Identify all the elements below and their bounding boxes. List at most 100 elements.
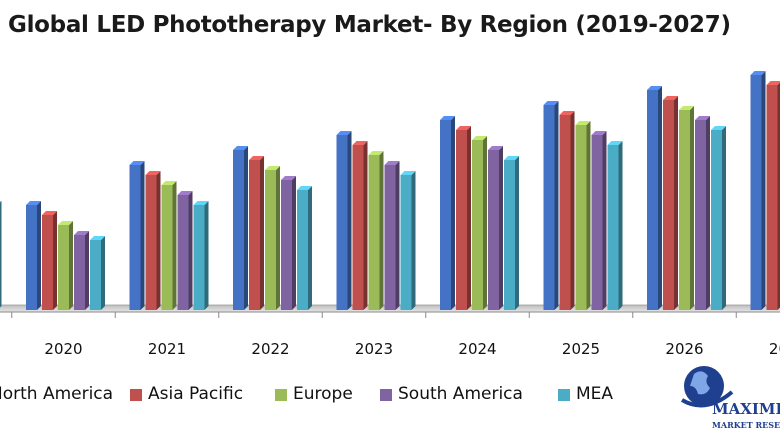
bar — [265, 166, 280, 310]
bar-top — [384, 161, 400, 165]
bar-top — [695, 116, 710, 120]
bar-side — [499, 146, 503, 310]
bar-side — [379, 151, 384, 310]
bar — [575, 121, 591, 310]
x-axis-labels: 201920202021202220232024202520262027 — [44, 340, 780, 358]
bar-front — [249, 160, 260, 310]
bar-side — [411, 171, 416, 310]
x-tick-label: 2023 — [355, 340, 393, 358]
globe-swoosh-shape — [680, 390, 734, 408]
bar-side — [308, 186, 312, 310]
bar-top — [281, 176, 296, 180]
bar — [193, 201, 209, 310]
bar — [679, 106, 694, 310]
bar-front — [591, 135, 603, 310]
bar — [74, 231, 89, 310]
bar-side — [722, 126, 726, 310]
x-tick-label: 2027 — [769, 340, 780, 358]
bar-top — [472, 136, 487, 140]
bar-front — [161, 185, 173, 310]
bar — [129, 161, 145, 310]
bar-top — [679, 106, 694, 110]
bar — [384, 161, 400, 310]
bar-front — [42, 215, 53, 310]
bar-side — [618, 141, 623, 310]
bar-top — [663, 96, 678, 100]
bar-top — [400, 171, 416, 175]
bar-top — [58, 221, 73, 225]
bar-top — [591, 131, 607, 135]
bar — [472, 136, 487, 310]
bar-side — [706, 116, 710, 310]
bar-front — [58, 225, 69, 310]
bars — [0, 71, 780, 310]
x-tick-label: 2026 — [665, 340, 703, 358]
bar-front — [336, 135, 348, 310]
brand-logo: MAXIMIZE MARKET RESEARCH — [680, 366, 780, 430]
legend-swatch — [130, 389, 142, 401]
bar-front — [695, 120, 706, 310]
bar-front — [297, 190, 308, 310]
bar — [488, 146, 503, 310]
bar-top — [145, 171, 161, 175]
bar-top — [352, 141, 368, 145]
legend-label: Asia Pacific — [148, 384, 244, 404]
bar-side — [0, 201, 2, 308]
bar-top — [161, 181, 177, 185]
bar-side — [172, 181, 177, 310]
bar — [400, 171, 416, 310]
legend-label: South America — [398, 384, 523, 404]
bar-side — [292, 176, 296, 310]
bar-top — [26, 201, 41, 205]
bar-top — [129, 161, 145, 165]
bar-front — [265, 170, 276, 310]
globe-continent-shape — [690, 371, 710, 395]
bar-side — [658, 86, 662, 310]
bar-front — [400, 175, 412, 310]
bar — [695, 116, 710, 310]
bar-front — [90, 240, 101, 310]
bar-top — [440, 116, 455, 120]
bar-front — [352, 145, 364, 310]
bar-front — [440, 120, 451, 310]
bar-top — [766, 81, 780, 85]
bar-front — [233, 150, 244, 310]
bar — [249, 156, 264, 310]
bar-side — [276, 166, 280, 310]
bar-side — [602, 131, 607, 310]
bar — [177, 191, 193, 310]
bar-front — [488, 150, 499, 310]
bar-side — [777, 82, 780, 310]
bar-top — [368, 151, 384, 155]
logo-tagline: MARKET RESEARCH — [712, 420, 780, 430]
bar-top — [543, 101, 559, 105]
bar-front — [129, 165, 141, 310]
bar-front — [647, 90, 658, 310]
bar — [90, 236, 105, 310]
bar-front — [281, 180, 292, 310]
bar-side — [363, 141, 368, 310]
bar-side — [515, 156, 519, 310]
bar-top — [488, 146, 503, 150]
bar-top — [193, 201, 209, 205]
bar-top — [711, 126, 726, 130]
chart-title: Global LED Phototherapy Market- By Regio… — [8, 12, 731, 38]
bar — [281, 176, 296, 310]
x-tick-label: 2022 — [251, 340, 289, 358]
bar-top — [90, 236, 105, 240]
bar — [368, 151, 384, 310]
bar-top — [750, 71, 766, 75]
bar-side — [554, 101, 559, 310]
bar-side — [244, 146, 248, 310]
bar — [591, 131, 607, 310]
bar-front — [663, 100, 674, 310]
bar-top — [177, 191, 193, 195]
bar-front — [711, 130, 722, 310]
bar-side — [69, 221, 73, 310]
logo-name: MAXIMIZE — [712, 400, 780, 418]
bar — [440, 116, 455, 310]
bar-front — [559, 115, 571, 310]
bar-side — [37, 201, 41, 310]
bar — [543, 101, 559, 310]
